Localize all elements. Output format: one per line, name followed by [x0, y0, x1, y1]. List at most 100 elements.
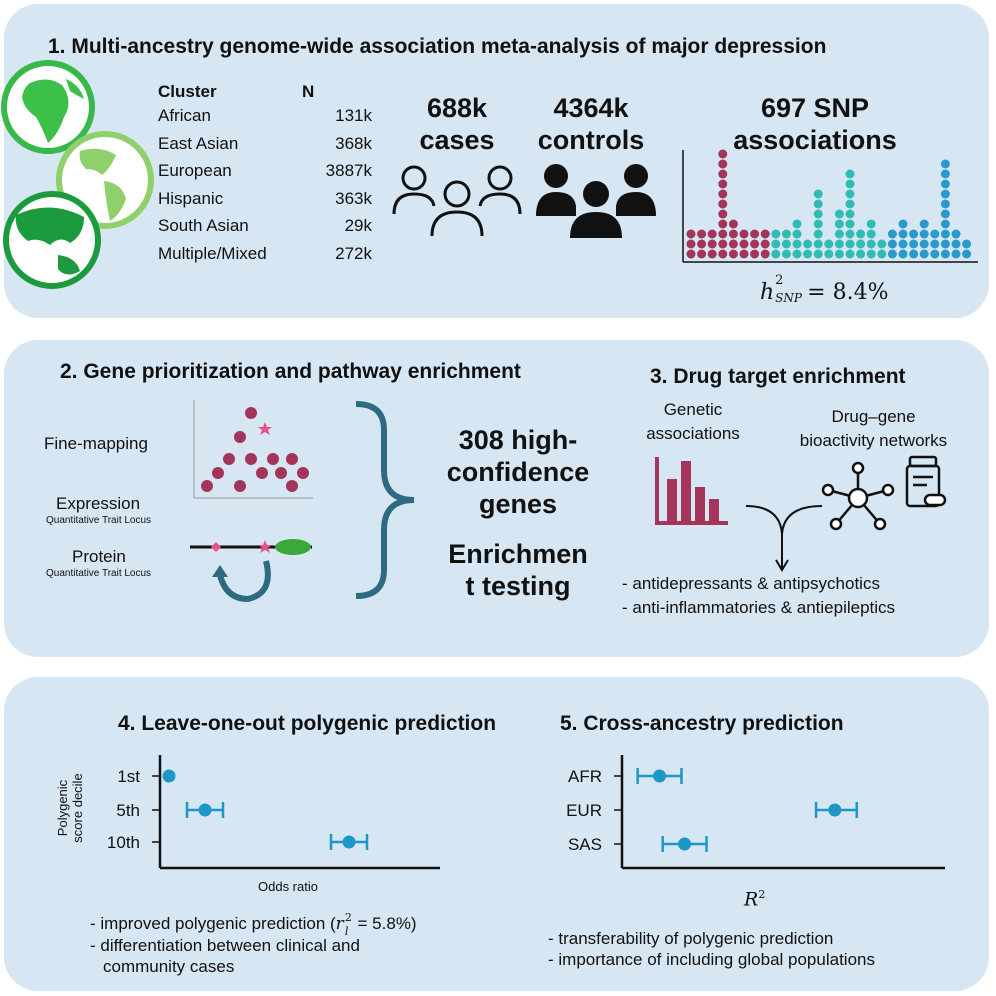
snp-dot [877, 239, 887, 249]
snp-dot [834, 229, 844, 239]
snp-dot [750, 249, 760, 259]
snp-dot [739, 249, 749, 259]
drug-line2: bioactivity networks [799, 431, 948, 450]
cluster-name: South Asian [158, 216, 249, 235]
snp-dot [962, 249, 972, 259]
snp-dot [845, 249, 855, 259]
r-super: 2 [344, 911, 352, 924]
cluster-n: 368k [335, 133, 372, 153]
h2-symbol: h [760, 280, 775, 305]
snp-dot [940, 249, 950, 259]
snp-count: 697 SNP associations [710, 92, 920, 156]
r2-super: 2 [758, 888, 766, 901]
expression-sublabel: Quantitative Trait Locus [46, 515, 152, 526]
panel4-xlabel: Odds ratio [258, 879, 318, 894]
r-symbol: r [335, 914, 344, 934]
panel5-tick-label: AFR [568, 767, 602, 786]
snp-dot [845, 179, 855, 189]
snp-number: 697 SNP [760, 93, 870, 123]
network-icon [821, 461, 895, 531]
snp-dot [834, 249, 844, 259]
snp-dot [697, 239, 707, 249]
snp-dot [686, 249, 696, 259]
snp-dot [760, 239, 770, 249]
snp-dot [909, 239, 919, 249]
people-outline-icon [392, 165, 522, 237]
snp-dot [866, 219, 876, 229]
controls-number: 4364k [553, 93, 629, 123]
snp-dot [887, 239, 897, 249]
panel2-title: 2. Gene prioritization and pathway enric… [60, 360, 521, 383]
snp-dot [792, 219, 802, 229]
snp-dot [940, 169, 950, 179]
people-filled-icon [536, 164, 656, 238]
snp-dot [856, 229, 866, 239]
panel5-point [678, 837, 692, 851]
snp-dot [940, 209, 950, 219]
snp-dot [760, 229, 770, 239]
h2-value: = 8.4% [807, 280, 889, 305]
snp-dot [951, 239, 961, 249]
controls-label: controls [537, 125, 645, 155]
genes-line1: 308 high- [458, 425, 578, 455]
snp-dot [834, 239, 844, 249]
panel4-point [198, 803, 212, 817]
panel-prediction [4, 677, 989, 991]
snp-dot [909, 229, 919, 239]
finding-item: - importance of including global populat… [548, 950, 875, 969]
h2-super: 2 [775, 273, 784, 288]
cases-count: 688k cases [392, 92, 522, 156]
snp-dot [951, 229, 961, 239]
snp-dot [718, 149, 728, 159]
snp-dot [750, 229, 760, 239]
snp-dot [718, 199, 728, 209]
genetic-line2: associations [646, 424, 740, 443]
snp-dot [813, 209, 823, 219]
snp-dot [919, 239, 929, 249]
snp-dot [718, 159, 728, 169]
snp-dot [718, 229, 728, 239]
snp-dot [866, 249, 876, 259]
panel4-point [342, 835, 356, 849]
snp-dot [962, 239, 972, 249]
cluster-n: 131k [335, 106, 372, 125]
snp-dot [845, 229, 855, 239]
snp-dot [813, 239, 823, 249]
snp-dot [728, 239, 738, 249]
snp-heritability: h 2 SNP = 8.4% [760, 273, 889, 305]
snp-dot [792, 239, 802, 249]
snp-label: associations [733, 125, 897, 155]
drug-gene-label: Drug–gene bioactivity networks [786, 405, 961, 453]
controls-count: 4364k controls [526, 92, 656, 156]
genes-line2: confidence [446, 457, 590, 487]
snp-dot [781, 249, 791, 259]
snp-dot [803, 239, 813, 249]
cluster-name: African [158, 106, 211, 125]
snp-dot [728, 219, 738, 229]
snp-dot [940, 159, 950, 169]
drug-line1: Drug–gene [831, 407, 916, 426]
snp-dot [792, 249, 802, 259]
snp-dot [887, 249, 897, 259]
snp-dot [845, 209, 855, 219]
globe-africa-icon [1, 60, 95, 154]
snp-dot [898, 229, 908, 239]
snp-dot [909, 249, 919, 259]
panel5-title: 5. Cross-ancestry prediction [560, 712, 844, 735]
snp-dot [951, 249, 961, 259]
table-row: East Asian 368k [158, 134, 372, 162]
bar-chart-icon [655, 457, 728, 525]
snp-dot [718, 179, 728, 189]
high-confidence-genes: 308 high- confidence genes [428, 424, 608, 520]
snp-dot [877, 249, 887, 259]
qtl-locus-icon [190, 539, 312, 603]
panel3-title: 3. Drug target enrichment [650, 365, 906, 388]
panel-gene-drug [4, 340, 989, 657]
snp-dot [803, 249, 813, 259]
drug-classes-list: - antidepressants & antipsychotics - ant… [622, 572, 895, 620]
cluster-name: European [158, 161, 232, 180]
expression-label: Expression [56, 494, 141, 513]
fine-mapping-plot [193, 400, 313, 499]
snp-dot [781, 239, 791, 249]
panel-gwas [4, 4, 989, 318]
